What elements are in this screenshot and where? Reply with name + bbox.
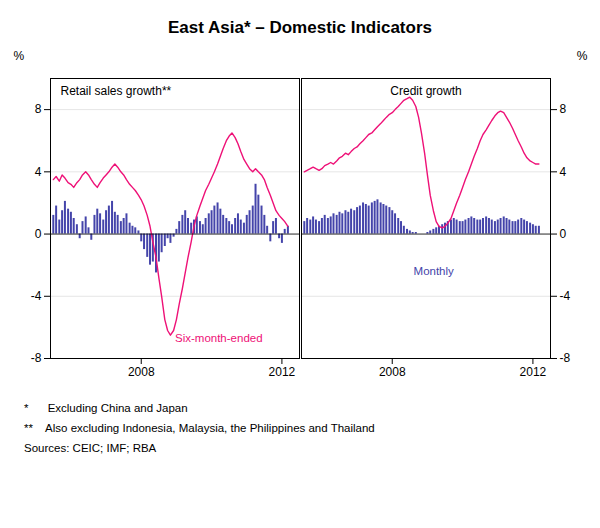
svg-text:-4: -4 [560, 289, 571, 303]
svg-text:8: 8 [35, 102, 42, 116]
html-text:* Excluding China and Japan: * Excluding China and Japan [24, 402, 188, 414]
svg-text:-4: -4 [31, 289, 42, 303]
svg-text:4: 4 [560, 165, 567, 179]
svg-text:%: % [14, 49, 25, 63]
svg-text:Monthly: Monthly [414, 265, 455, 277]
svg-text:0: 0 [35, 227, 42, 241]
svg-text:Retail sales growth**: Retail sales growth** [61, 84, 172, 98]
svg-text:2008: 2008 [379, 365, 406, 379]
html-text:East Asia* – Domestic Indicato: East Asia* – Domestic Indicators [168, 18, 432, 37]
html-text:Sources: CEIC; IMF; RBA: Sources: CEIC; IMF; RBA [24, 442, 157, 454]
svg-text:2012: 2012 [520, 365, 547, 379]
svg-text:Credit growth: Credit growth [390, 84, 461, 98]
svg-text:2008: 2008 [128, 365, 155, 379]
svg-text:-8: -8 [31, 351, 42, 365]
svg-text:-8: -8 [560, 351, 571, 365]
svg-text:4: 4 [35, 165, 42, 179]
svg-text:Six-month-ended: Six-month-ended [175, 332, 263, 344]
svg-text:0: 0 [560, 227, 567, 241]
svg-text:%: % [577, 49, 588, 63]
html-text:** Also excluding Indonesia, M: ** Also excluding Indonesia, Malaysia, t… [24, 422, 375, 434]
svg-text:2012: 2012 [269, 365, 296, 379]
svg-text:8: 8 [560, 102, 567, 116]
